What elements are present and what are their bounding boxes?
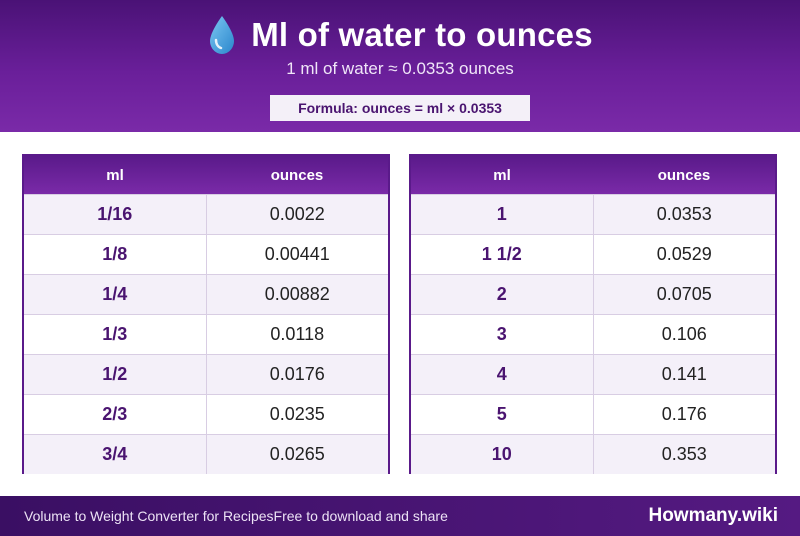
ounces-cell: 0.00882 [264, 284, 330, 304]
table-header: ml ounces [24, 156, 388, 194]
ml-cell: 1/3 [24, 315, 207, 354]
ounces-cell: 0.0265 [269, 444, 325, 464]
table-row: 1/4 0.00882 [24, 274, 388, 314]
table-row: 3/4 0.0265 [24, 434, 388, 474]
ounces-cell: 0.176 [661, 404, 707, 424]
ounces-cell: 0.0118 [270, 324, 325, 344]
ounces-cell: 0.0353 [656, 204, 712, 224]
table-row: 4 0.141 [411, 354, 775, 394]
ounces-cell: 0.353 [661, 444, 707, 464]
table-row: 3 0.106 [411, 314, 775, 354]
table-row: 1 1/2 0.0529 [411, 234, 775, 274]
table-body: 1/16 0.0022 1/8 0.00441 1/4 0.00882 1/3 0.01… [24, 194, 388, 474]
ounces-cell: 0.00441 [264, 244, 330, 264]
formula-badge: Formula: ounces = ml × 0.0353 [270, 95, 530, 121]
table-row: 1/2 0.0176 [24, 354, 388, 394]
title-row: Ml of water to ounces [0, 12, 800, 58]
footer-share-text: Free to download and share [273, 508, 448, 524]
table-row: 1/8 0.00441 [24, 234, 388, 274]
ml-cell: 3/4 [24, 435, 207, 474]
ml-cell: 5 [411, 395, 594, 434]
ounces-cell: 0.0529 [656, 244, 712, 264]
ounces-cell: 0.0235 [269, 404, 325, 424]
ml-cell: 1/2 [24, 355, 207, 394]
table-header: ml ounces [411, 156, 775, 194]
table-body: 1 0.0353 1 1/2 0.0529 2 0.0705 3 0.106 4 0.14… [411, 194, 775, 474]
table-row: 2/3 0.0235 [24, 394, 388, 434]
water-drop-icon [210, 16, 235, 54]
page-title: Ml of water to ounces [251, 16, 593, 53]
ounces-cell: 0.0022 [269, 204, 325, 224]
conversion-table-right: ml ounces 1 0.0353 1 1/2 0.0529 2 0.0705 3 0… [409, 154, 777, 474]
footer-bar: Volume to Weight Converter for Recipes F… [0, 496, 800, 536]
column-header-ounces: ounces [657, 166, 711, 184]
table-row: 1 0.0353 [411, 194, 775, 234]
column-header-ml: ml [493, 166, 511, 184]
table-row: 1/3 0.0118 [24, 314, 388, 354]
table-row: 5 0.176 [411, 394, 775, 434]
ml-cell: 3 [411, 315, 594, 354]
footer-converter-link[interactable]: Volume to Weight Converter for Recipes [24, 508, 274, 524]
ml-cell: 1/16 [24, 195, 207, 234]
brand-logo[interactable]: Howmany.wiki [648, 505, 778, 526]
column-header-ounces: ounces [270, 166, 324, 184]
table-row: 1/16 0.0022 [24, 194, 388, 234]
ml-cell: 1 [411, 195, 594, 234]
table-row: 10 0.353 [411, 434, 775, 474]
column-header-ml: ml [106, 166, 124, 184]
conversion-table-left: ml ounces 1/16 0.0022 1/8 0.00441 1/4 0.008… [22, 154, 390, 474]
ml-cell: 10 [411, 435, 594, 474]
ounces-cell: 0.0176 [269, 364, 325, 384]
ounces-cell: 0.0705 [656, 284, 712, 304]
table-row: 2 0.0705 [411, 274, 775, 314]
ounces-cell: 0.106 [661, 324, 707, 344]
ml-cell: 2/3 [24, 395, 207, 434]
ml-cell: 4 [411, 355, 594, 394]
page-subtitle: 1 ml of water ≈ 0.0353 ounces [286, 59, 514, 78]
ml-cell: 2 [411, 275, 594, 314]
ml-cell: 1 1/2 [411, 235, 594, 274]
header-banner: Ml of water to ounces 1 ml of water ≈ 0.… [0, 0, 800, 132]
ounces-cell: 0.141 [661, 364, 707, 384]
ml-cell: 1/4 [24, 275, 207, 314]
ml-cell: 1/8 [24, 235, 207, 274]
